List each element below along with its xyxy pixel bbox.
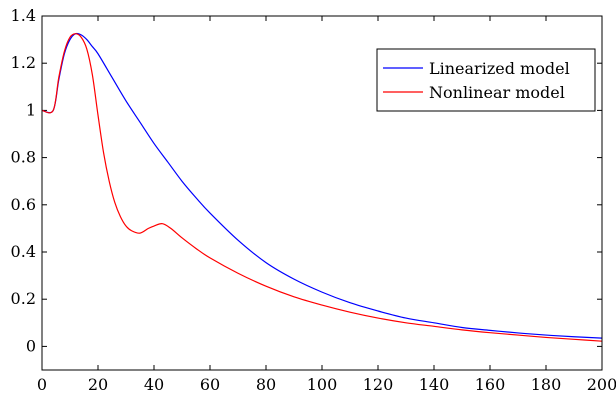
y-tick-label: 0.2 — [11, 289, 36, 308]
legend-box — [376, 48, 596, 112]
legend-label: Nonlinear model — [429, 83, 565, 102]
x-tick-label: 20 — [88, 375, 108, 394]
x-tick-label: 180 — [531, 375, 562, 394]
y-tick-label: 1.2 — [11, 53, 36, 72]
y-tick-label: 0.4 — [11, 242, 36, 261]
plot-frame — [41, 15, 603, 371]
y-tick-label: 0 — [26, 336, 36, 355]
x-tick-label: 100 — [307, 375, 338, 394]
y-axis-ticks: 0 0.2 0.4 0.6 0.8 1 1.2 1.4 — [11, 6, 602, 355]
series-layer — [41, 32, 603, 342]
y-tick-label: 1.4 — [11, 6, 36, 25]
x-axis-ticks: 0 20 40 60 80 100 120 140 160 180 200 — [37, 16, 616, 394]
legend-label: Linearized model — [429, 59, 570, 78]
series-line-nonlinear-model — [41, 33, 603, 342]
y-tick-label: 0.6 — [11, 195, 36, 214]
x-tick-label: 40 — [144, 375, 164, 394]
x-tick-label: 160 — [475, 375, 506, 394]
x-tick-label: 0 — [37, 375, 47, 394]
x-tick-label: 200 — [587, 375, 616, 394]
x-tick-label: 140 — [419, 375, 450, 394]
legend: Linearized model Nonlinear model — [376, 48, 596, 112]
x-tick-label: 120 — [363, 375, 394, 394]
x-tick-label: 80 — [256, 375, 276, 394]
x-tick-label: 60 — [200, 375, 220, 394]
y-tick-label: 1 — [26, 100, 36, 119]
y-tick-label: 0.8 — [11, 148, 36, 167]
